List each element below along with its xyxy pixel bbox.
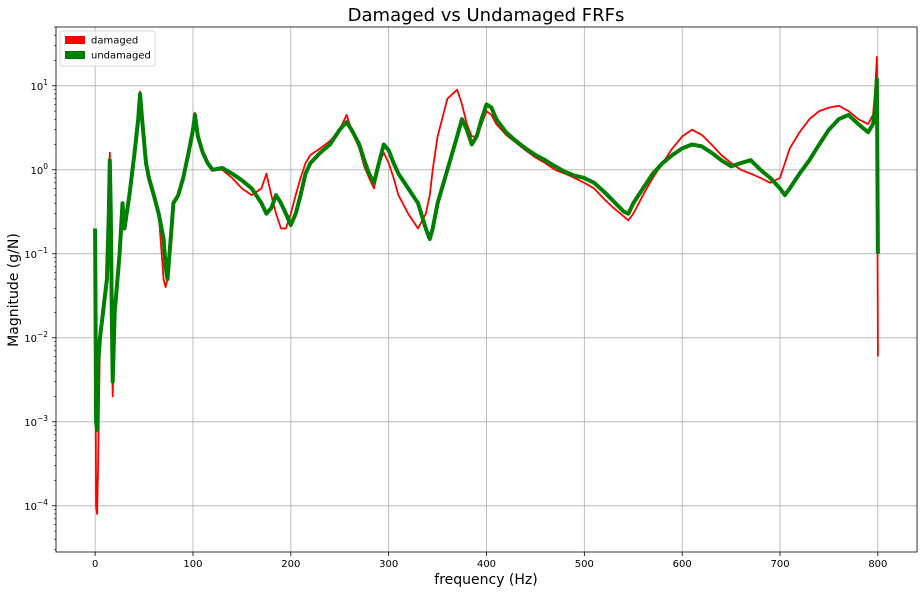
- legend: damaged undamaged: [59, 30, 156, 67]
- y-tick-label: 10−2: [24, 330, 48, 345]
- x-tick-label: 200: [281, 559, 300, 570]
- x-tick-label: 500: [575, 559, 594, 570]
- x-axis-ticks: 0 100 200 300 400 500 600 700 800: [92, 552, 887, 570]
- x-tick-label: 800: [868, 559, 887, 570]
- x-tick-label: 100: [183, 559, 202, 570]
- x-tick-label: 600: [673, 559, 692, 570]
- y-tick-label: 101: [30, 78, 48, 93]
- chart-title: Damaged vs Undamaged FRFs: [348, 5, 625, 26]
- y-tick-label: 10−3: [24, 414, 48, 429]
- legend-label-undamaged: undamaged: [91, 51, 151, 62]
- y-axis-label: Magnitude (g/N): [6, 233, 22, 347]
- x-axis-label: frequency (Hz): [434, 572, 537, 588]
- legend-swatch-damaged: [65, 36, 85, 44]
- x-tick-label: 700: [770, 559, 789, 570]
- x-tick-label: 300: [379, 559, 398, 570]
- series-lines: [93, 56, 880, 515]
- legend-swatch-undamaged: [65, 51, 85, 59]
- y-axis-ticks: 10−4 10−3 10−2 10−1 100 101: [24, 26, 56, 551]
- x-tick-label: 0: [92, 559, 98, 570]
- grid: [56, 27, 917, 552]
- y-tick-label: 10−1: [24, 246, 48, 261]
- y-tick-label: 100: [30, 162, 48, 177]
- legend-label-damaged: damaged: [91, 36, 138, 47]
- y-tick-label: 10−4: [24, 498, 48, 513]
- x-tick-label: 400: [477, 559, 496, 570]
- series-line-undamaged: [93, 77, 880, 432]
